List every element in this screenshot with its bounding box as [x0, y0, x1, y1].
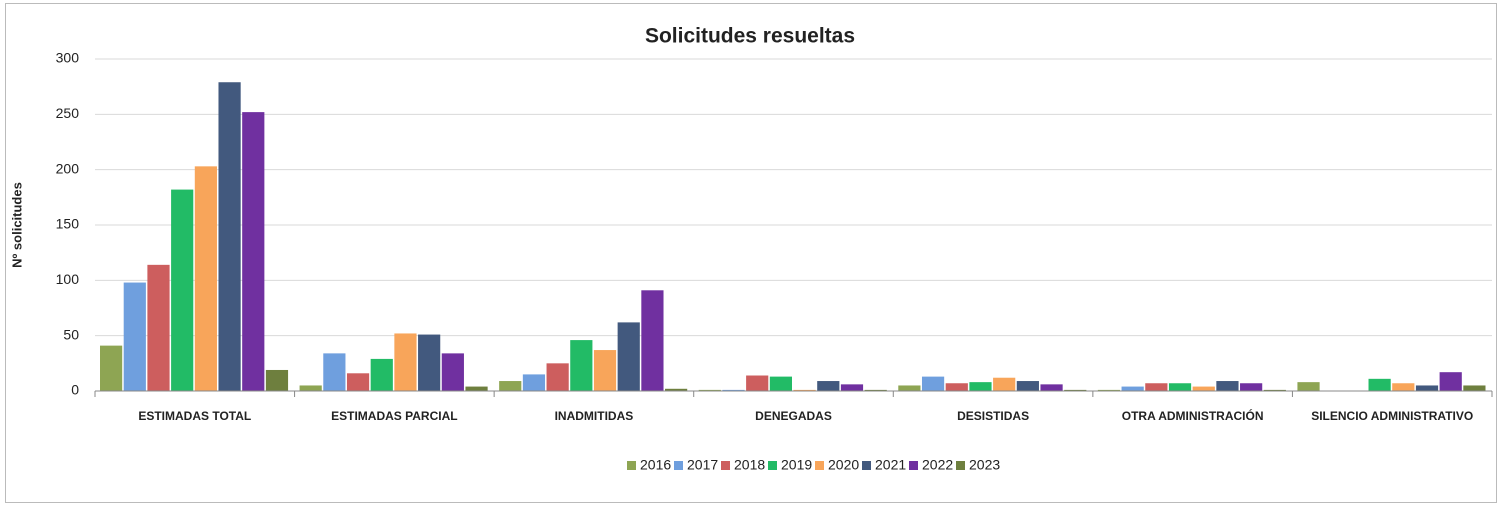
bar — [194, 166, 217, 391]
bar — [746, 375, 769, 391]
legend-swatch — [909, 461, 918, 470]
y-tick-label: 200 — [56, 160, 80, 176]
bar — [546, 363, 569, 391]
bar — [1121, 386, 1144, 391]
legend-swatch — [815, 461, 824, 470]
bar — [921, 376, 945, 391]
bar — [864, 389, 887, 391]
bar — [323, 353, 346, 391]
bar — [1392, 383, 1415, 391]
bar — [1297, 382, 1320, 391]
bar — [945, 383, 968, 391]
bar — [441, 353, 464, 391]
bar — [394, 333, 417, 391]
bar — [769, 376, 792, 391]
bar — [1368, 378, 1391, 391]
bar — [1145, 383, 1168, 391]
legend-label: 2021 — [875, 457, 906, 473]
bar — [898, 385, 921, 391]
x-tick-label: DENEGADAS — [755, 409, 832, 423]
bar — [242, 112, 265, 392]
bar — [299, 385, 322, 391]
bar — [1439, 372, 1462, 391]
y-tick-label: 100 — [56, 271, 80, 287]
bar — [1040, 384, 1063, 391]
x-tick-label: SILENCIO ADMINISTRATIVO — [1311, 409, 1473, 423]
bar — [499, 381, 522, 391]
bar — [346, 373, 370, 391]
bar — [100, 345, 123, 391]
bar — [1064, 389, 1087, 391]
legend-swatch — [721, 461, 730, 470]
bar — [1463, 385, 1486, 391]
bar — [665, 388, 688, 391]
bar — [1216, 381, 1239, 391]
bar — [1263, 389, 1286, 391]
bar — [993, 377, 1016, 391]
bar — [698, 389, 721, 391]
bar — [641, 290, 664, 391]
bar — [522, 374, 546, 391]
legend-label: 2019 — [781, 457, 812, 473]
bar — [465, 386, 488, 391]
bar — [171, 189, 194, 391]
legend-label: 2017 — [687, 457, 718, 473]
bar — [969, 382, 992, 391]
legend-swatch — [768, 461, 777, 470]
bar — [1016, 381, 1039, 391]
y-tick-label: 150 — [56, 216, 80, 232]
y-axis-label: Nº solicitudes — [9, 182, 24, 268]
bar — [840, 384, 864, 391]
x-tick-label: ESTIMADAS PARCIAL — [331, 409, 457, 423]
bar — [570, 340, 593, 391]
legend-swatch — [956, 461, 965, 470]
x-tick-label: OTRA ADMINISTRACIÓN — [1122, 408, 1264, 423]
bar — [370, 358, 393, 391]
bar — [793, 389, 816, 391]
legend-label: 2020 — [828, 457, 859, 473]
bar — [265, 369, 289, 391]
legend-swatch — [627, 461, 636, 470]
y-tick-label: 300 — [56, 50, 80, 66]
bar — [1240, 383, 1263, 391]
x-tick-label: DESISTIDAS — [957, 409, 1029, 423]
y-tick-label: 250 — [56, 105, 80, 121]
x-tick-label: INADMITIDAS — [555, 409, 634, 423]
y-tick-label: 0 — [71, 382, 79, 398]
bar — [1097, 389, 1121, 391]
legend-label: 2018 — [734, 457, 765, 473]
bar — [218, 82, 241, 392]
y-tick-label: 50 — [63, 326, 79, 342]
bar — [147, 264, 170, 391]
bar — [817, 381, 840, 391]
bar — [1415, 385, 1439, 391]
bar — [617, 322, 640, 391]
legend-swatch — [862, 461, 871, 470]
bar — [123, 282, 146, 391]
x-tick-label: ESTIMADAS TOTAL — [138, 409, 251, 423]
bar — [418, 334, 441, 391]
chart-title: Solicitudes resueltas — [645, 25, 855, 48]
bar — [722, 389, 745, 391]
legend-label: 2023 — [969, 457, 1000, 473]
bar — [1168, 383, 1192, 391]
bar — [593, 350, 617, 391]
legend-label: 2016 — [640, 457, 671, 473]
legend-label: 2022 — [922, 457, 953, 473]
legend-swatch — [674, 461, 683, 470]
bar — [1192, 386, 1215, 391]
